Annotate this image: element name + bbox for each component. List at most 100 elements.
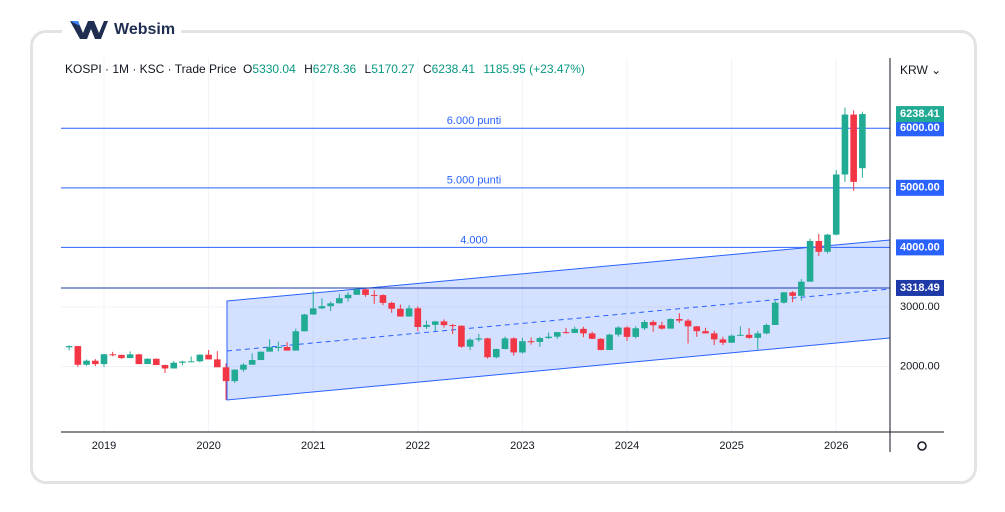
x-tick-label: 2020 xyxy=(196,440,220,452)
candle-body xyxy=(449,325,456,327)
candle-body xyxy=(397,308,404,317)
y-tick-label: 3000.00 xyxy=(900,301,940,313)
candle-body xyxy=(719,339,727,343)
candle-body xyxy=(153,358,160,366)
ohlc-value: 6238.41 xyxy=(431,62,476,76)
candle-body xyxy=(623,327,631,337)
candle-body xyxy=(798,281,805,296)
candle-body xyxy=(283,347,291,351)
candle-body xyxy=(423,324,430,328)
candle-body xyxy=(292,331,300,351)
candle-body xyxy=(214,359,221,368)
candle-body xyxy=(824,234,831,252)
x-tick-label: 2024 xyxy=(615,440,639,452)
candle-body xyxy=(431,321,439,325)
candle-body xyxy=(832,174,840,235)
symbol: KOSPI · 1M · KSC · Trade Price xyxy=(65,62,237,76)
price-tag xyxy=(896,239,944,256)
candle-body xyxy=(126,354,134,359)
candle-body xyxy=(370,294,378,296)
candle-body xyxy=(388,302,395,309)
candle-body xyxy=(318,306,326,309)
candle-body xyxy=(144,358,151,365)
candle-body xyxy=(458,325,465,347)
ohlc-value: 5330.04 xyxy=(252,62,296,76)
candle-body xyxy=(240,364,247,370)
candle-body xyxy=(275,347,282,349)
candle-body xyxy=(222,367,230,382)
candle-body xyxy=(501,338,509,350)
candle-body xyxy=(606,334,613,350)
candle-body xyxy=(562,332,570,334)
logo[interactable]: Websim xyxy=(62,16,182,44)
currency: KRW xyxy=(900,63,928,77)
candle-body xyxy=(327,303,334,307)
candle-body xyxy=(641,322,648,329)
currency-select[interactable]: KRW ⌄ xyxy=(900,63,942,77)
candle-body xyxy=(379,295,387,303)
settings-icon[interactable] xyxy=(917,441,927,451)
price-tag xyxy=(896,179,944,196)
candle-body xyxy=(754,333,762,338)
candle-body xyxy=(91,360,99,365)
candle-body xyxy=(362,289,369,295)
ohlc-letter: O xyxy=(243,62,253,76)
candle-body xyxy=(179,361,186,363)
candle-body xyxy=(109,354,117,356)
candle-body xyxy=(545,336,552,339)
candle-body xyxy=(850,114,857,182)
ohlc-value: 5170.27 xyxy=(371,62,415,76)
last-price-label: 6238.41 xyxy=(900,108,940,120)
candle-body xyxy=(815,241,823,252)
price-tag-label: 6000.00 xyxy=(900,122,940,134)
candle-body xyxy=(710,333,718,340)
candle-body xyxy=(841,114,849,175)
candle-body xyxy=(771,302,779,325)
price-tag-label: 3318.49 xyxy=(900,282,940,294)
x-tick-label: 2022 xyxy=(406,440,430,452)
candle-body xyxy=(745,334,753,338)
price-line-text: 4.000 xyxy=(460,234,488,246)
candle-body xyxy=(571,328,579,333)
channel-midline xyxy=(226,288,891,352)
price-tag-label: 5000.00 xyxy=(900,182,940,194)
x-tick-label: 2025 xyxy=(719,440,743,452)
candle-body xyxy=(83,360,90,365)
candle-body xyxy=(475,338,483,340)
y-tick-label: 2000.00 xyxy=(900,360,940,372)
candle-body xyxy=(266,347,273,352)
x-tick-label: 2019 xyxy=(92,440,116,452)
candle-body xyxy=(100,354,108,365)
price-line-text: 6.000 punti xyxy=(447,115,501,127)
candle-body xyxy=(196,354,204,362)
candle-body xyxy=(65,346,73,348)
candle-body xyxy=(737,334,744,336)
candle-body xyxy=(806,241,814,282)
candle-body xyxy=(161,365,169,369)
candle-body xyxy=(248,360,256,365)
ohlc-letter: L xyxy=(364,62,372,76)
legend-header: KOSPI · 1M · KSC · Trade Price O5330.04 … xyxy=(65,62,590,76)
candle-body xyxy=(187,361,195,363)
candle-body xyxy=(632,328,640,337)
logo-text: Websim xyxy=(114,21,176,38)
candle-body xyxy=(492,349,500,358)
candle-body xyxy=(74,346,82,365)
price-tag xyxy=(896,279,944,296)
price-tag xyxy=(896,120,944,137)
candle-body xyxy=(301,314,308,332)
candle-body xyxy=(667,319,674,329)
x-tick-label: 2023 xyxy=(510,440,534,452)
candle-body xyxy=(510,338,517,353)
candle-body xyxy=(135,354,143,365)
candle-body xyxy=(693,326,701,332)
candle-body xyxy=(588,333,596,339)
candle-body xyxy=(205,354,212,360)
candle-body xyxy=(676,319,683,321)
candle-body xyxy=(702,331,709,334)
candle-body xyxy=(257,351,265,361)
candle-body xyxy=(580,328,587,334)
last-price-tag xyxy=(896,106,944,123)
candle-body xyxy=(597,338,605,350)
candle-body xyxy=(780,292,788,303)
